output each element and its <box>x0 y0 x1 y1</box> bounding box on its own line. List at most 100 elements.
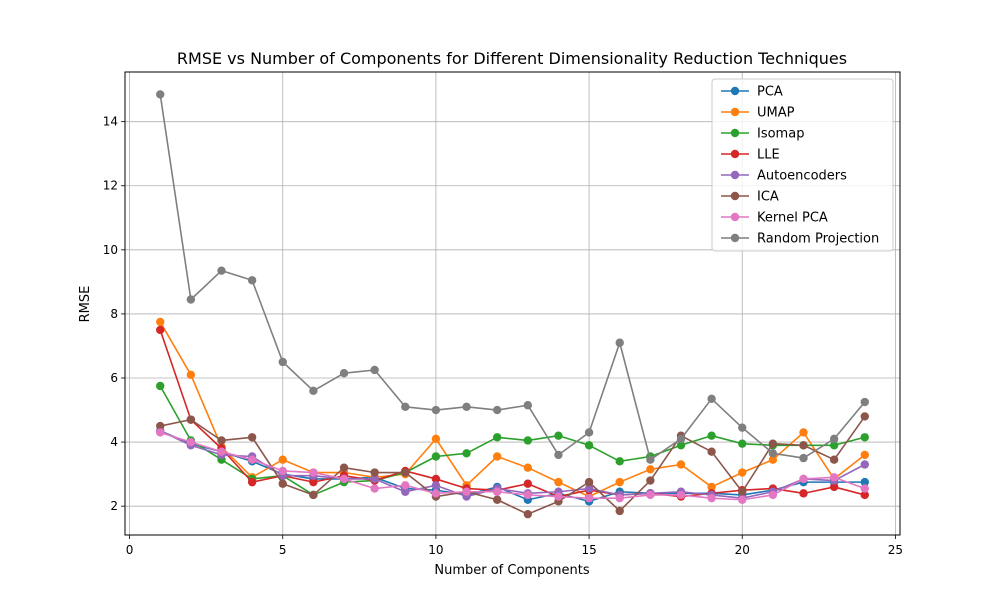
data-point <box>523 436 533 445</box>
data-point <box>309 468 318 477</box>
x-tick-label: 20 <box>735 543 750 557</box>
data-point <box>615 477 624 487</box>
data-point <box>217 436 226 445</box>
data-point <box>523 401 533 410</box>
series-ica <box>156 412 869 519</box>
legend-item: LLE <box>721 148 780 163</box>
y-tick-label: 6 <box>110 371 118 385</box>
legend-marker <box>730 86 740 96</box>
series-line <box>159 430 866 499</box>
y-tick-label: 14 <box>103 115 118 129</box>
data-point <box>523 509 533 519</box>
data-point <box>707 447 716 456</box>
legend-marker <box>730 170 740 180</box>
legend-marker <box>730 191 740 201</box>
data-point <box>462 449 471 458</box>
data-point <box>615 493 624 503</box>
data-point <box>492 433 502 442</box>
data-point <box>615 338 624 347</box>
data-point <box>860 433 869 442</box>
x-tick-label: 0 <box>126 543 134 557</box>
plot-frame <box>124 71 901 536</box>
data-point <box>768 455 778 464</box>
data-point <box>186 415 196 424</box>
data-point <box>156 421 165 431</box>
series-line <box>159 94 866 461</box>
y-tick-label: 8 <box>110 307 118 321</box>
data-point <box>799 474 808 484</box>
y-tick-label: 2 <box>110 499 118 513</box>
data-point <box>401 487 410 496</box>
data-point <box>860 412 869 421</box>
x-tick-label: 10 <box>428 543 443 557</box>
data-point <box>370 484 379 493</box>
legend-marker <box>730 212 740 222</box>
series-lle <box>156 325 869 501</box>
data-point <box>278 466 287 476</box>
data-point <box>707 493 716 503</box>
data-point <box>156 317 165 327</box>
data-point <box>676 490 686 500</box>
data-point <box>676 441 686 450</box>
series-isomap <box>156 381 869 500</box>
data-point <box>462 487 471 496</box>
data-point <box>401 481 410 490</box>
data-point <box>707 482 716 492</box>
data-point <box>247 276 257 285</box>
legend-item: Autoencoders <box>721 169 847 184</box>
data-point <box>156 90 165 99</box>
data-point <box>247 433 257 442</box>
data-point <box>186 295 196 304</box>
data-point <box>523 479 533 488</box>
legend-item: UMAP <box>721 106 795 121</box>
x-tick-label: 15 <box>581 543 596 557</box>
x-tick-label: 25 <box>888 543 903 557</box>
x-tick-label: 5 <box>279 543 287 557</box>
data-point <box>431 474 441 484</box>
data-point <box>278 455 287 464</box>
series-line <box>159 431 866 501</box>
data-point <box>401 468 410 477</box>
data-point <box>309 490 318 500</box>
data-point <box>156 325 165 335</box>
y-tick-label: 12 <box>103 179 118 193</box>
legend-box <box>711 78 894 252</box>
data-point <box>799 489 808 498</box>
legend-marker <box>730 149 740 159</box>
data-point <box>646 490 655 500</box>
data-point <box>768 449 778 458</box>
y-axis-label: RMSE <box>78 286 93 323</box>
data-point <box>431 405 441 415</box>
data-point <box>799 428 808 437</box>
data-point <box>829 434 839 444</box>
legend-marker <box>730 107 740 117</box>
data-point <box>860 490 869 500</box>
data-point <box>615 457 624 466</box>
data-point <box>738 423 747 432</box>
data-point <box>707 431 716 440</box>
data-point <box>370 468 379 477</box>
data-point <box>370 474 379 484</box>
data-point <box>615 506 624 516</box>
data-point <box>247 455 257 464</box>
data-point <box>860 477 869 487</box>
data-point <box>860 460 869 469</box>
series-kernel-pca <box>156 428 869 504</box>
data-point <box>431 434 441 444</box>
data-point <box>339 368 349 378</box>
data-point <box>646 455 655 464</box>
legend-label: Autoencoders <box>757 169 847 184</box>
data-point <box>339 474 349 484</box>
legend-item: ICA <box>721 190 779 205</box>
data-point <box>738 439 747 448</box>
data-point <box>676 434 686 444</box>
legend-item: Random Projection <box>721 232 879 247</box>
data-point <box>768 439 778 448</box>
data-point <box>799 453 808 463</box>
data-point <box>860 397 869 407</box>
data-point <box>860 484 869 493</box>
legend-label: LLE <box>757 148 780 163</box>
data-point <box>584 441 594 450</box>
data-point <box>492 405 502 415</box>
